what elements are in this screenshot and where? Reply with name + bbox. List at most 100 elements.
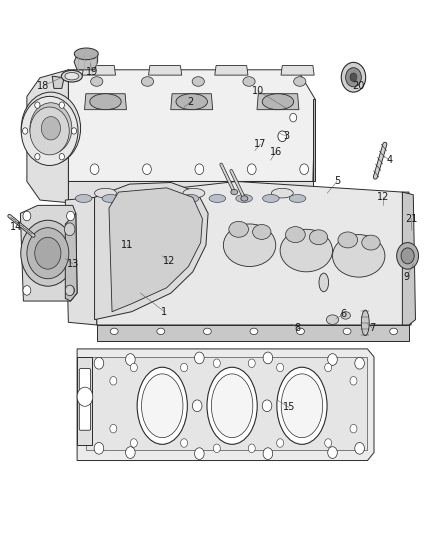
Ellipse shape	[229, 221, 248, 237]
Ellipse shape	[157, 328, 165, 335]
Ellipse shape	[341, 312, 350, 319]
Circle shape	[23, 211, 31, 221]
Circle shape	[278, 131, 287, 142]
Circle shape	[110, 424, 117, 433]
Ellipse shape	[289, 195, 306, 203]
Text: 2: 2	[187, 96, 194, 107]
Ellipse shape	[183, 188, 205, 198]
Ellipse shape	[74, 48, 98, 60]
Text: 20: 20	[353, 81, 365, 91]
Polygon shape	[74, 55, 98, 70]
Ellipse shape	[61, 70, 82, 82]
Ellipse shape	[272, 188, 293, 198]
Circle shape	[180, 364, 187, 372]
Circle shape	[355, 442, 364, 454]
Ellipse shape	[343, 328, 351, 335]
Circle shape	[110, 376, 117, 385]
Ellipse shape	[141, 374, 183, 438]
Ellipse shape	[102, 195, 119, 203]
Ellipse shape	[297, 328, 304, 335]
Ellipse shape	[223, 224, 276, 266]
Text: 6: 6	[340, 309, 346, 319]
Circle shape	[328, 354, 337, 366]
Text: 15: 15	[283, 402, 295, 413]
Ellipse shape	[253, 224, 271, 239]
Ellipse shape	[75, 195, 92, 203]
Ellipse shape	[141, 77, 154, 86]
Polygon shape	[65, 197, 97, 325]
Ellipse shape	[338, 232, 357, 248]
Circle shape	[126, 447, 135, 458]
Circle shape	[22, 128, 28, 134]
Ellipse shape	[277, 367, 327, 445]
Polygon shape	[68, 181, 313, 203]
Circle shape	[90, 164, 99, 174]
Ellipse shape	[137, 367, 187, 445]
Ellipse shape	[250, 328, 258, 335]
Text: 11: 11	[121, 240, 134, 250]
Polygon shape	[20, 205, 77, 301]
Circle shape	[213, 444, 220, 453]
Ellipse shape	[91, 77, 103, 86]
Text: 21: 21	[405, 214, 417, 224]
Circle shape	[350, 424, 357, 433]
Polygon shape	[86, 357, 367, 450]
Ellipse shape	[319, 273, 328, 292]
Circle shape	[41, 117, 60, 140]
Ellipse shape	[362, 235, 380, 250]
Circle shape	[325, 439, 332, 447]
Ellipse shape	[110, 328, 118, 335]
Text: 17: 17	[254, 139, 267, 149]
Ellipse shape	[262, 195, 279, 203]
Ellipse shape	[209, 195, 226, 203]
Circle shape	[248, 359, 255, 368]
Circle shape	[126, 354, 135, 366]
Text: 16: 16	[270, 147, 282, 157]
Circle shape	[192, 400, 202, 411]
Ellipse shape	[326, 315, 339, 325]
Polygon shape	[171, 94, 213, 110]
Circle shape	[59, 102, 64, 108]
Ellipse shape	[192, 77, 205, 86]
Ellipse shape	[182, 195, 199, 203]
Circle shape	[247, 164, 256, 174]
Polygon shape	[95, 181, 409, 325]
Polygon shape	[38, 70, 68, 203]
Circle shape	[59, 154, 64, 160]
Polygon shape	[82, 66, 116, 75]
Circle shape	[35, 237, 61, 269]
FancyBboxPatch shape	[79, 368, 91, 430]
Ellipse shape	[90, 94, 121, 110]
Ellipse shape	[236, 195, 252, 203]
Polygon shape	[95, 182, 208, 320]
Circle shape	[27, 228, 69, 279]
Polygon shape	[27, 70, 68, 203]
Ellipse shape	[203, 328, 211, 335]
Circle shape	[21, 92, 81, 165]
Circle shape	[64, 223, 75, 236]
Text: 8: 8	[294, 322, 300, 333]
Circle shape	[143, 164, 151, 174]
Polygon shape	[403, 192, 411, 325]
Circle shape	[328, 447, 337, 458]
Text: 18: 18	[37, 81, 49, 91]
Polygon shape	[85, 94, 127, 110]
Polygon shape	[257, 94, 299, 110]
Circle shape	[194, 352, 204, 364]
Circle shape	[194, 448, 204, 459]
Polygon shape	[148, 66, 182, 75]
Ellipse shape	[207, 367, 257, 445]
Circle shape	[355, 358, 364, 369]
Circle shape	[263, 448, 273, 459]
Text: 12: 12	[162, 256, 175, 266]
Polygon shape	[65, 213, 77, 301]
Circle shape	[401, 248, 414, 264]
Circle shape	[30, 103, 72, 154]
Circle shape	[248, 444, 255, 453]
Circle shape	[180, 439, 187, 447]
Circle shape	[397, 243, 419, 269]
Circle shape	[341, 62, 366, 92]
Text: 4: 4	[386, 155, 392, 165]
Text: 12: 12	[377, 192, 389, 203]
Ellipse shape	[309, 230, 328, 245]
